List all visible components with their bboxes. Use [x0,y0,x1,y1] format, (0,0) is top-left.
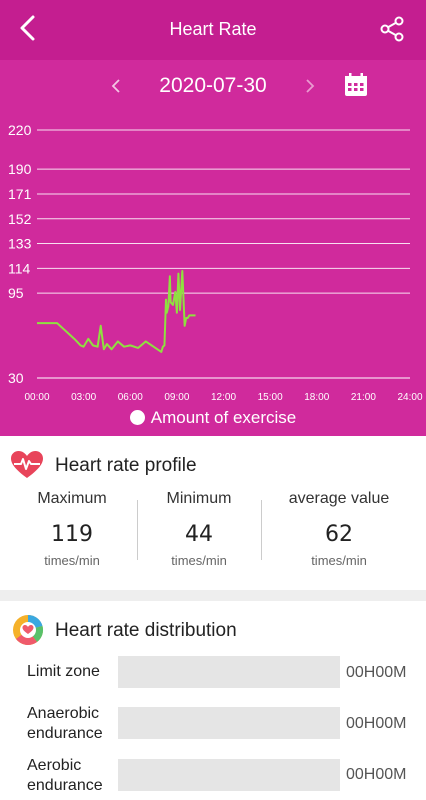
back-button[interactable] [10,10,46,46]
current-date[interactable]: 2020-07-30 [159,74,267,97]
zone-value: 00H00M [346,664,407,681]
stat-unit: times/min [171,553,227,568]
y-tick-label: 133 [8,236,32,252]
previous-day-button[interactable] [104,72,128,100]
heart-rate-line [37,269,196,353]
y-tick-label: 171 [8,186,32,202]
x-tick-label: 06:00 [118,392,143,403]
zone-value: 00H00M [346,766,407,783]
stat-value: 44 [185,522,213,547]
chevron-left-icon [111,79,120,93]
x-tick-label: 18:00 [304,392,329,403]
stat-unit: times/min [44,553,100,568]
chart-legend: Amount of exercise [0,408,426,432]
zone-bar [118,656,340,688]
x-tick-label: 09:00 [164,392,189,403]
heart-pulse-icon [11,451,43,478]
chevron-left-icon [20,15,35,41]
zone-value: 00H00M [346,715,407,732]
stat-divider [261,500,262,560]
distribution-title: Heart rate distribution [55,620,237,641]
stat-value: 62 [325,522,353,547]
stat-average: average value 62 times/min [268,490,410,568]
stat-value: 119 [51,522,93,547]
pie-chart-icon [13,614,44,645]
y-tick-label: 114 [8,260,31,276]
title-bar [0,0,426,60]
zone-label: Anaerobic endurance [27,705,103,742]
y-tick-label: 220 [8,122,32,138]
calendar-icon [345,73,367,96]
zone-bar [118,707,340,739]
stat-unit: times/min [311,553,367,568]
header-area [0,0,426,436]
x-tick-label: 21:00 [351,392,376,403]
stat-label: average value [288,490,390,507]
share-icon [380,16,404,42]
calendar-button[interactable] [343,72,369,98]
x-tick-label: 15:00 [258,392,283,403]
x-tick-label: 00:00 [24,392,49,403]
y-tick-label: 190 [8,161,32,177]
x-tick-label: 12:00 [211,392,236,403]
section-divider [0,590,426,601]
stat-maximum: Maximum 119 times/min [1,490,143,568]
y-tick-label: 95 [8,285,24,301]
y-tick-label: 30 [8,370,24,386]
zone-bar [118,759,340,791]
heart-rate-chart[interactable]: 220 190 171 152 133 114 95 30 00:00 03:00 06:00 09:… [0,112,426,408]
page-title: Heart Rate [169,19,257,39]
legend-label: Amount of exercise [150,408,297,427]
profile-title: Heart rate profile [55,455,197,476]
stat-label: Minimum [166,490,232,507]
date-navigator: 2020-07-30 [0,68,426,104]
next-day-button[interactable] [298,72,322,100]
zone-label: Aerobic endurance [27,757,103,794]
stat-label: Maximum [37,490,107,507]
legend-dot-icon [129,410,145,425]
y-tick-label: 152 [8,211,32,227]
nav-bar: Heart Rate [0,0,426,60]
x-tick-label: 03:00 [71,392,96,403]
stat-minimum: Minimum 44 times/min [128,490,270,568]
x-tick-label: 24:00 [397,392,422,403]
stat-divider [137,500,138,560]
chevron-right-icon [306,79,315,93]
share-button[interactable] [374,12,410,48]
heart-rate-profile: Maximum 119 times/min Minimum 44 times/m… [0,490,426,575]
zone-label: Limit zone [27,663,100,680]
